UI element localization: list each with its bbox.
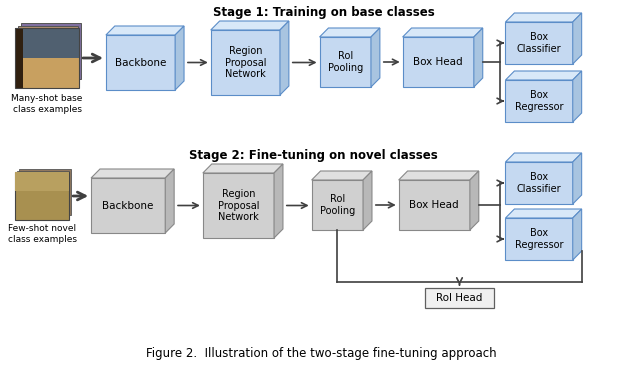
Polygon shape	[506, 218, 573, 260]
Text: Box
Classifier: Box Classifier	[517, 172, 561, 194]
Text: Stage 1: Training on base classes: Stage 1: Training on base classes	[212, 6, 435, 19]
Text: Box
Regressor: Box Regressor	[515, 90, 563, 112]
Polygon shape	[211, 30, 280, 95]
Polygon shape	[474, 28, 483, 87]
Polygon shape	[203, 164, 283, 173]
Text: Region
Proposal
Network: Region Proposal Network	[218, 189, 259, 222]
Polygon shape	[403, 37, 474, 87]
Polygon shape	[280, 21, 289, 95]
Polygon shape	[203, 173, 274, 238]
Polygon shape	[312, 171, 372, 180]
Text: RoI
Pooling: RoI Pooling	[328, 51, 363, 73]
Bar	[15, 28, 79, 58]
Text: Stage 2: Fine-tuning on novel classes: Stage 2: Fine-tuning on novel classes	[189, 148, 438, 161]
Text: Many-shot base
class examples: Many-shot base class examples	[12, 94, 83, 114]
Text: Figure 2.  Illustration of the two-stage fine-tuning approach: Figure 2. Illustration of the two-stage …	[146, 347, 497, 359]
Text: Box Head: Box Head	[413, 57, 463, 67]
Text: Region
Proposal
Network: Region Proposal Network	[225, 46, 266, 79]
Polygon shape	[573, 71, 582, 122]
Polygon shape	[506, 153, 582, 162]
Polygon shape	[403, 28, 483, 37]
Polygon shape	[399, 180, 470, 230]
Polygon shape	[165, 169, 174, 233]
Polygon shape	[506, 209, 582, 218]
Text: Backbone: Backbone	[115, 58, 166, 68]
Text: RoI Head: RoI Head	[436, 293, 483, 303]
Polygon shape	[106, 26, 184, 35]
Bar	[15, 172, 69, 191]
Polygon shape	[506, 22, 573, 64]
Bar	[15, 28, 79, 88]
Bar	[425, 288, 494, 308]
Text: Box
Classifier: Box Classifier	[517, 32, 561, 54]
Polygon shape	[371, 28, 380, 87]
Text: Backbone: Backbone	[102, 200, 154, 210]
Polygon shape	[274, 164, 283, 238]
Polygon shape	[573, 153, 582, 204]
Bar	[15, 58, 79, 88]
Bar	[18, 26, 78, 82]
Polygon shape	[91, 169, 174, 178]
Polygon shape	[319, 37, 371, 87]
Text: RoI
Pooling: RoI Pooling	[320, 194, 355, 216]
Polygon shape	[573, 13, 582, 64]
Polygon shape	[363, 171, 372, 230]
Polygon shape	[506, 162, 573, 204]
Polygon shape	[506, 71, 582, 80]
Polygon shape	[175, 26, 184, 90]
Polygon shape	[573, 209, 582, 260]
Bar	[19, 169, 71, 215]
Polygon shape	[106, 35, 175, 90]
Bar	[21, 23, 81, 79]
Polygon shape	[506, 13, 582, 22]
Polygon shape	[211, 21, 289, 30]
Bar	[15, 28, 23, 88]
Text: Box Head: Box Head	[410, 200, 459, 210]
Polygon shape	[399, 171, 479, 180]
Text: Few-shot novel
class examples: Few-shot novel class examples	[8, 224, 77, 244]
Polygon shape	[506, 80, 573, 122]
Polygon shape	[470, 171, 479, 230]
Polygon shape	[91, 178, 165, 233]
Bar	[17, 171, 69, 217]
Bar	[15, 172, 69, 220]
Text: Box
Regressor: Box Regressor	[515, 228, 563, 250]
Polygon shape	[312, 180, 363, 230]
Polygon shape	[319, 28, 380, 37]
